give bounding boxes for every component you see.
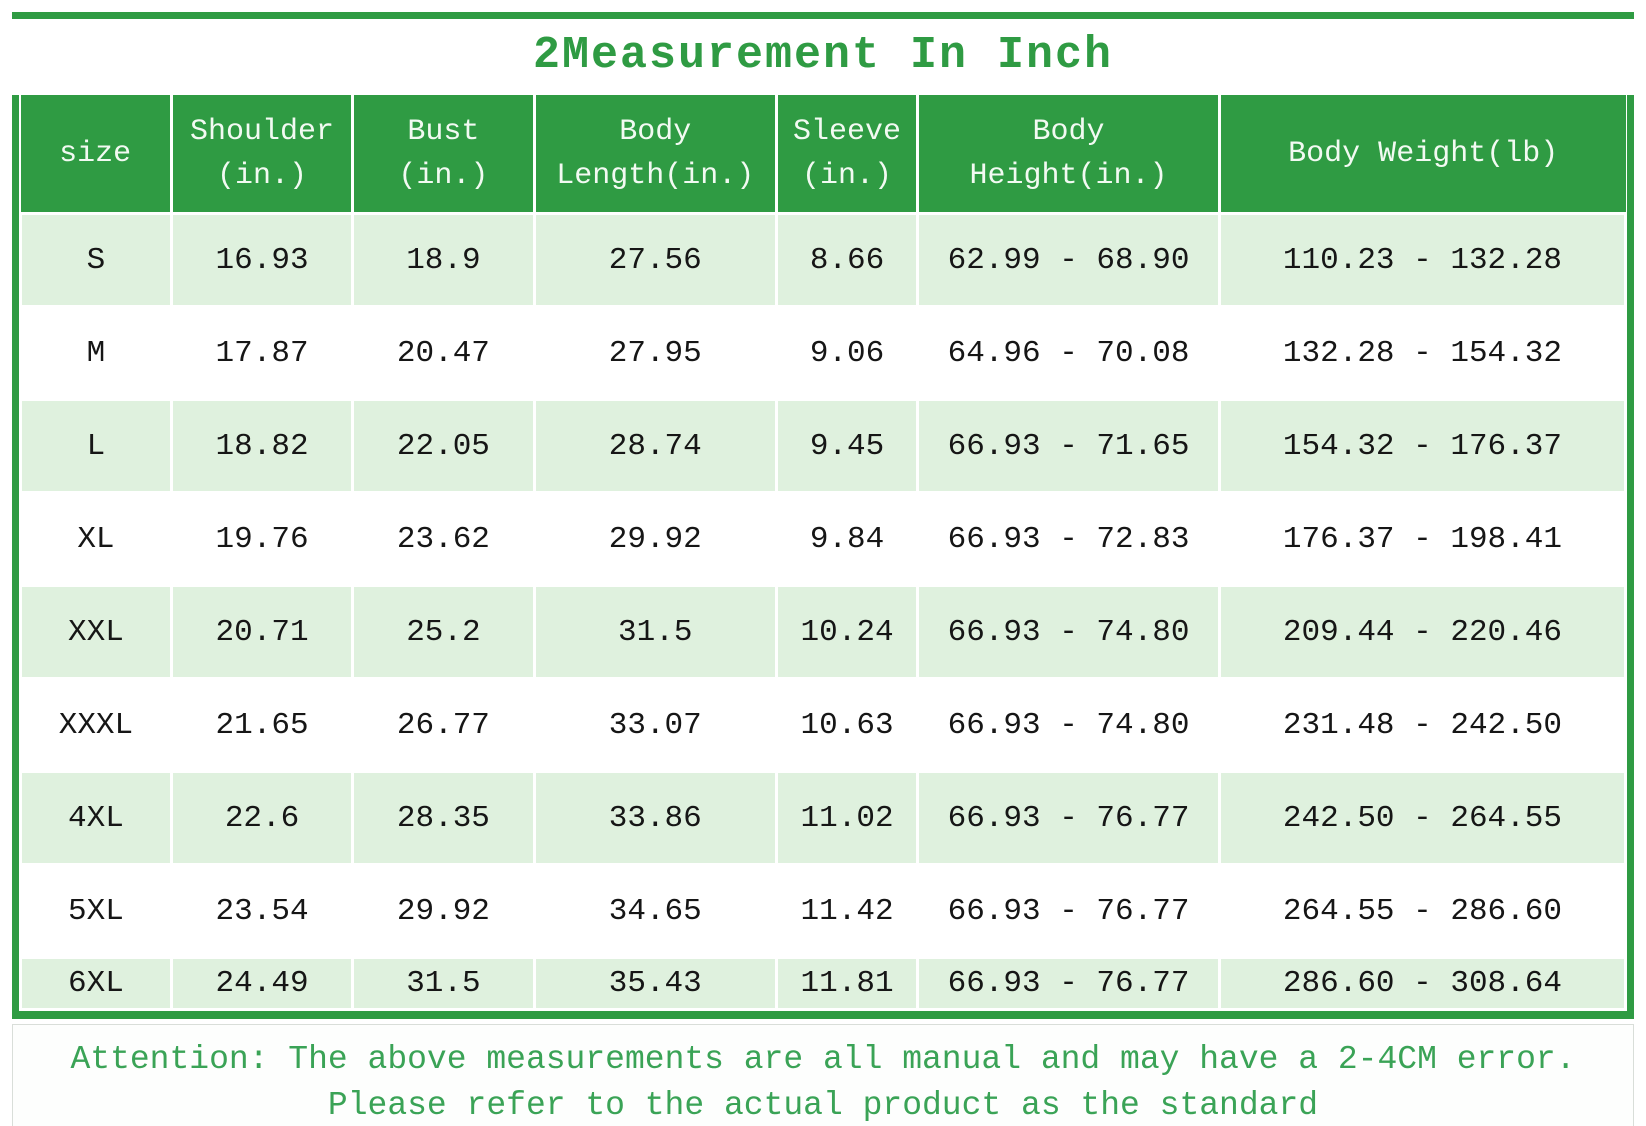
table-row-M: M 17.87 20.47 27.95 9.06 64.96 - 70.08 132.28 … — [19, 305, 1628, 401]
value-cell: 66.93 - 74.80 — [916, 677, 1221, 773]
value-cell: 28.35 — [351, 770, 536, 866]
value-cell: 27.95 — [532, 305, 778, 401]
header-row: size Shoulder (in.) Bust (in.) Body Length(in.… — [20, 95, 1626, 214]
value-cell: 22.6 — [169, 770, 355, 866]
table-row-XXXL: XXXL 21.65 26.77 33.07 10.63 66.93 - 74.80 231… — [19, 677, 1628, 773]
value-cell: 29.92 — [532, 491, 778, 587]
table-row-L: L 18.82 22.05 28.74 9.45 66.93 - 71.65 154.32 … — [19, 398, 1628, 494]
value-cell: 29.92 — [351, 863, 536, 959]
table-row-XXL: XXL 20.71 25.2 31.5 10.24 66.93 - 74.80 209.44… — [19, 584, 1628, 680]
size-table: size Shoulder (in.) Bust (in.) Body Length(in.… — [19, 95, 1628, 1011]
header-cell-4: Sleeve (in.) — [774, 95, 918, 214]
value-cell: 11.42 — [774, 863, 920, 959]
value-cell: 66.93 - 71.65 — [916, 398, 1221, 494]
header-cell-3: Body Length(in.) — [532, 95, 777, 214]
size-cell: L — [19, 398, 173, 494]
value-cell: 20.71 — [169, 584, 355, 680]
value-cell: 26.77 — [351, 677, 536, 773]
table-row-S: S 16.93 18.9 27.56 8.66 62.99 - 68.90 110.23 -… — [19, 212, 1628, 308]
value-cell: 28.74 — [532, 398, 778, 494]
table-row-XL: XL 19.76 23.62 29.92 9.84 66.93 - 72.83 176.37… — [19, 491, 1628, 587]
note-line-1: Attention: The above measurements are al… — [70, 1041, 1576, 1078]
value-cell: 176.37 - 198.41 — [1217, 491, 1628, 587]
table-row-4XL: 4XL 22.6 28.35 33.86 11.02 66.93 - 76.77 242.5… — [19, 770, 1628, 866]
value-cell: 66.93 - 72.83 — [916, 491, 1221, 587]
table-header: size Shoulder (in.) Bust (in.) Body Length(in.… — [20, 95, 1626, 214]
value-cell: 64.96 - 70.08 — [916, 305, 1221, 401]
table-row-5XL: 5XL 23.54 29.92 34.65 11.42 66.93 - 76.77 264.… — [19, 863, 1628, 959]
value-cell: 10.63 — [774, 677, 920, 773]
value-cell: 16.93 — [169, 212, 355, 308]
size-cell: 4XL — [19, 770, 173, 866]
value-cell: 10.24 — [774, 584, 920, 680]
header-cell-5: Body Height(in.) — [916, 95, 1220, 214]
attention-note: Attention: The above measurements are al… — [12, 1024, 1634, 1126]
value-cell: 9.06 — [774, 305, 920, 401]
value-cell: 22.05 — [351, 398, 536, 494]
note-line-2: Please refer to the actual product as th… — [327, 1087, 1319, 1124]
value-cell: 23.54 — [169, 863, 355, 959]
value-cell: 66.93 - 74.80 — [916, 584, 1221, 680]
table-row-6XL: 6XL 24.49 31.5 35.43 11.81 66.93 - 76.77 286.6… — [19, 956, 1628, 1011]
header-cell-2: Bust (in.) — [351, 95, 535, 214]
value-cell: 18.82 — [169, 398, 355, 494]
header-cell-6: Body Weight(lb) — [1217, 95, 1626, 214]
value-cell: 34.65 — [532, 863, 778, 959]
value-cell: 27.56 — [532, 212, 778, 308]
value-cell: 8.66 — [774, 212, 920, 308]
value-cell: 264.55 - 286.60 — [1217, 863, 1628, 959]
value-cell: 154.32 - 176.37 — [1217, 398, 1628, 494]
value-cell: 9.84 — [774, 491, 920, 587]
value-cell: 286.60 - 308.64 — [1217, 956, 1628, 1011]
value-cell: 66.93 - 76.77 — [916, 770, 1221, 866]
value-cell: 11.81 — [774, 956, 920, 1011]
header-cell-0: size — [20, 95, 172, 214]
value-cell: 25.2 — [351, 584, 536, 680]
value-cell: 110.23 - 132.28 — [1217, 212, 1628, 308]
value-cell: 31.5 — [532, 584, 778, 680]
value-cell: 62.99 - 68.90 — [916, 212, 1221, 308]
value-cell: 35.43 — [532, 956, 778, 1011]
value-cell: 31.5 — [351, 956, 536, 1011]
value-cell: 33.86 — [532, 770, 778, 866]
size-cell: S — [19, 212, 173, 308]
value-cell: 21.65 — [169, 677, 355, 773]
top-divider — [12, 12, 1634, 19]
value-cell: 17.87 — [169, 305, 355, 401]
value-cell: 19.76 — [169, 491, 355, 587]
value-cell: 33.07 — [532, 677, 778, 773]
chart-title: 2Measurement In Inch — [532, 30, 1114, 81]
value-cell: 11.02 — [774, 770, 920, 866]
size-cell: XXL — [19, 584, 173, 680]
size-cell: XXXL — [19, 677, 173, 773]
value-cell: 23.62 — [351, 491, 536, 587]
value-cell: 66.93 - 76.77 — [916, 863, 1221, 959]
size-cell: 5XL — [19, 863, 173, 959]
value-cell: 132.28 - 154.32 — [1217, 305, 1628, 401]
value-cell: 9.45 — [774, 398, 920, 494]
value-cell: 66.93 - 76.77 — [916, 956, 1221, 1011]
value-cell: 24.49 — [169, 956, 355, 1011]
header-cell-1: Shoulder (in.) — [169, 95, 353, 214]
value-cell: 20.47 — [351, 305, 536, 401]
value-cell: 242.50 - 264.55 — [1217, 770, 1628, 866]
value-cell: 18.9 — [351, 212, 536, 308]
table-body: S 16.93 18.9 27.56 8.66 62.99 - 68.90 110.23 -… — [19, 212, 1628, 1011]
size-cell: 6XL — [19, 956, 173, 1011]
size-cell: XL — [19, 491, 173, 587]
size-cell: M — [19, 305, 173, 401]
value-cell: 209.44 - 220.46 — [1217, 584, 1628, 680]
value-cell: 231.48 - 242.50 — [1217, 677, 1628, 773]
size-table-frame: size Shoulder (in.) Bust (in.) Body Length(in.… — [12, 95, 1634, 1019]
